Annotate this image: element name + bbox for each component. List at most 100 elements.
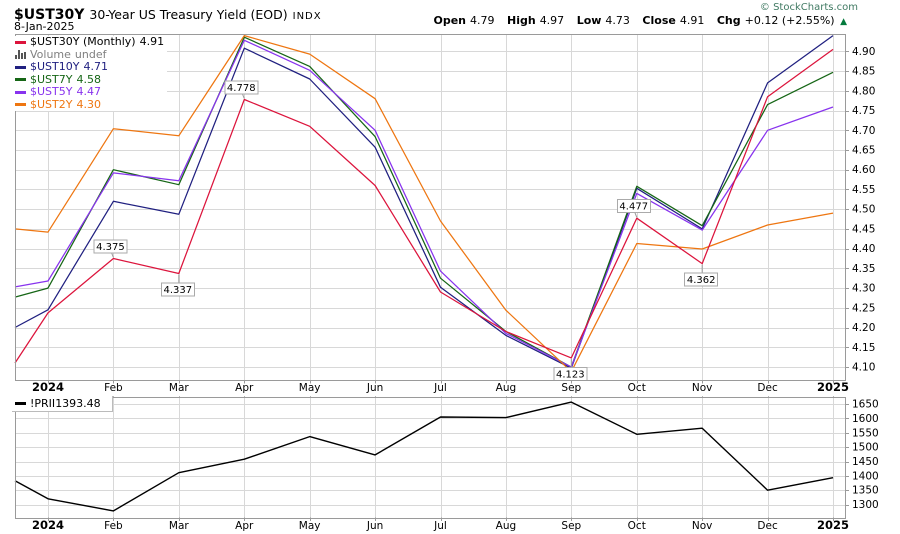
annotation-text: 4.477 <box>619 202 648 213</box>
x-axis-tick-label: May <box>299 382 321 394</box>
annotation-text: 4.778 <box>227 83 256 94</box>
x-axis-tick-label: Nov <box>692 520 713 532</box>
legend-value: 4.71 <box>83 60 108 73</box>
x-axis-tick-label: Aug <box>496 382 517 394</box>
x-axis-tick-label: Sep <box>561 520 581 532</box>
main-gridlines <box>15 34 845 380</box>
x-axis-tick-label: Mar <box>169 520 189 532</box>
main-y-axis-labels: 4.90 4.85 4.80 4.75 4.70 4.65 4.60 4.55 4.50 4.45… <box>852 46 875 374</box>
legend-value: 1393.48 <box>55 397 101 410</box>
series-line--ust7y <box>14 36 834 368</box>
y-axis-tick-label: 4.10 <box>852 361 875 373</box>
open-value: 4.79 <box>470 14 495 27</box>
legend-lower-prii: !PRII 1393.48 <box>12 396 113 412</box>
y-axis-tick-label: 4.35 <box>852 263 875 275</box>
x-axis-tick-label: Oct <box>628 382 646 394</box>
y-axis-tick-label: 4.45 <box>852 223 875 235</box>
y-axis-tick-label: 4.40 <box>852 243 875 255</box>
y-axis-tick-label: 4.55 <box>852 184 875 196</box>
legend-label: !PRII <box>30 397 56 410</box>
y-axis-tick-label: 4.60 <box>852 164 875 176</box>
high-value: 4.97 <box>539 14 565 27</box>
y-axis-tick-label: 4.90 <box>852 46 875 58</box>
y-axis-tick-label: 4.75 <box>852 105 875 117</box>
y-axis-tick-label: 1650 <box>852 399 879 411</box>
y-axis-tick-label: 4.50 <box>852 204 875 216</box>
x-axis-tick-label: 2025 <box>817 380 849 394</box>
lower-border <box>15 397 849 521</box>
series-line--prii <box>14 401 834 512</box>
series-line--ust2y <box>14 34 834 373</box>
open-label: Open <box>433 14 466 27</box>
exchange-tag: INDX <box>292 11 322 22</box>
lower-y-axis-labels: 1650 1600 1550 1500 1450 1400 1350 1300 <box>852 399 879 511</box>
main-x-axis-labels: 2024 Feb Mar Apr May Jun Jul Aug Sep Oct Nov Dec 202… <box>32 380 849 394</box>
annotation-text: 4.362 <box>687 275 716 286</box>
x-axis-tick-label: Oct <box>628 520 646 532</box>
legend-label: $UST10Y <box>30 60 80 73</box>
y-axis-tick-label: 4.15 <box>852 342 875 354</box>
volume-bars-icon <box>15 50 26 60</box>
x-axis-tick-label: Sep <box>561 382 581 394</box>
legend-item-volume: Volume undef <box>15 48 164 62</box>
line-swatch-icon <box>15 103 26 107</box>
change-value: +0.12 (+2.55%) <box>744 14 835 27</box>
change-label: Chg <box>716 14 741 27</box>
close-label: Close <box>642 14 676 27</box>
annotation-4.375: 4.375 <box>93 239 128 258</box>
x-axis-tick-label: Apr <box>235 382 254 394</box>
y-axis-tick-label: 4.30 <box>852 283 875 295</box>
title-row: $UST30Y 30-Year US Treasury Yield (EOD) IN… <box>14 4 322 23</box>
low-label: Low <box>576 14 602 27</box>
x-axis-tick-label: Jun <box>366 382 383 394</box>
legend-item-ust7y: $UST7Y 4.58 <box>15 72 164 87</box>
ohlc-row: Open 4.79 High 4.97 Low 4.73 Close 4.91 Chg +… <box>433 14 847 27</box>
legend-value: 4.91 <box>139 35 165 48</box>
line-swatch-icon <box>15 40 26 44</box>
legend-value: 4.30 <box>76 97 101 111</box>
copyright-link[interactable]: © StockCharts.com <box>759 2 858 13</box>
high-label: High <box>507 14 536 27</box>
y-axis-tick-label: 1550 <box>852 427 879 439</box>
y-axis-tick-label: 1450 <box>852 456 879 468</box>
legend-label: $UST30Y (Monthly) <box>30 35 136 48</box>
lower-x-axis-labels: 2024 Feb Mar Apr May Jun Jul Aug Sep Oct Nov Dec 202… <box>32 518 849 532</box>
x-axis-tick-label: 2024 <box>32 380 64 394</box>
x-axis-tick-label: Mar <box>169 382 189 394</box>
x-axis-tick-label: Aug <box>496 520 517 532</box>
x-axis-tick-label: Dec <box>757 520 778 532</box>
legend-item-ust2y: $UST2Y 4.30 <box>15 97 164 112</box>
y-axis-tick-label: 1600 <box>852 413 879 425</box>
y-axis-tick-label: 4.80 <box>852 85 875 97</box>
line-swatch-icon <box>15 78 26 82</box>
x-axis-tick-label: Jul <box>433 520 447 532</box>
legend-label: $UST7Y <box>30 72 73 86</box>
change-up-icon: ▲ <box>840 17 847 27</box>
x-axis-tick-label: 2025 <box>817 518 849 532</box>
y-axis-tick-label: 1500 <box>852 442 879 454</box>
x-axis-tick-label: Dec <box>757 382 778 394</box>
y-axis-tick-label: 4.25 <box>852 302 875 314</box>
annotation-text: 4.337 <box>164 285 193 296</box>
legend-label: $UST5Y <box>30 85 73 98</box>
annotation-4.477: 4.477 <box>616 199 651 218</box>
legend-item-ust10y: $UST10Y 4.71 <box>15 60 164 74</box>
symbol-ticker: $UST30Y <box>14 7 85 23</box>
line-swatch-icon <box>15 402 26 405</box>
y-axis-tick-label: 1350 <box>852 485 879 497</box>
x-axis-tick-label: 2024 <box>32 518 64 532</box>
y-axis-tick-label: 4.65 <box>852 144 875 156</box>
y-axis-tick-label: 1400 <box>852 470 879 482</box>
x-axis-tick-label: Apr <box>235 520 254 532</box>
line-swatch-icon <box>15 90 26 94</box>
x-axis-tick-label: Feb <box>104 520 123 532</box>
page-title: 30-Year US Treasury Yield (EOD) <box>89 7 288 22</box>
chart-date: 8-Jan-2025 <box>14 20 75 33</box>
legend-value: 4.58 <box>76 72 101 86</box>
annotation-4.337: 4.337 <box>160 274 195 297</box>
lower-gridlines <box>15 396 845 518</box>
legend-label: $UST2Y <box>30 97 73 111</box>
x-axis-tick-label: May <box>299 520 321 532</box>
